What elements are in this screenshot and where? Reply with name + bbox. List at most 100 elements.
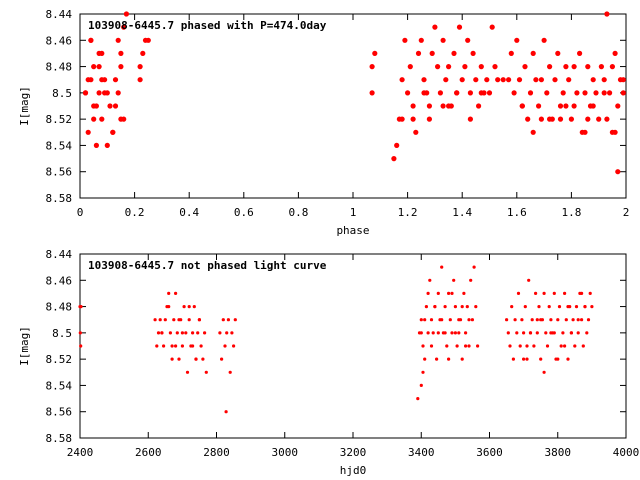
- phased-data-point: [399, 116, 405, 122]
- phased-data-point: [612, 129, 618, 135]
- phased-data-point: [85, 77, 91, 83]
- unphased-x-tick-label: 3000: [272, 446, 299, 459]
- unphased-x-axis: 2400 2600 2800 3000 3200 3400 3600 3800 4000: [67, 254, 639, 459]
- phased-data-point: [538, 77, 545, 83]
- unphased-data-point: [563, 344, 567, 348]
- phased-data-point: [91, 116, 97, 122]
- unphased-data-point: [534, 291, 538, 295]
- unphased-data-point: [528, 331, 533, 335]
- unphased-data-point: [192, 305, 196, 309]
- unphased-data-point: [532, 344, 536, 348]
- unphased-data-point: [542, 370, 546, 374]
- phased-data-point: [514, 37, 520, 43]
- phased-data-point: [508, 50, 514, 57]
- unphased-data-point: [233, 318, 237, 322]
- phased-data-point: [568, 116, 575, 122]
- phased-y-tick-label: 8.54: [46, 139, 73, 152]
- phased-data-point: [402, 37, 408, 43]
- phased-data-point: [96, 64, 102, 70]
- unphased-data-point: [423, 357, 427, 361]
- phased-data-point: [107, 103, 113, 109]
- unphased-data-point: [436, 331, 440, 335]
- unphased-data-point: [180, 331, 184, 335]
- unphased-data-point: [530, 318, 534, 322]
- unphased-data-point: [187, 318, 191, 322]
- unphased-data-point: [544, 331, 548, 335]
- unphased-data-point: [435, 357, 439, 361]
- phased-data-point: [85, 129, 91, 135]
- unphased-data-point: [552, 331, 556, 335]
- unphased-data-point: [224, 410, 228, 414]
- unphased-chart-title: 103908-6445.7 not phased light curve: [88, 259, 327, 272]
- unphased-data-point: [520, 318, 524, 322]
- unphased-data-point: [580, 291, 584, 295]
- unphased-data-point: [557, 305, 562, 309]
- phased-data-point: [118, 64, 124, 70]
- unphased-y-axis: 8.44 8.46 8.48 8.5 8.52 8.54 8.56 8.58: [46, 248, 626, 445]
- phased-data-point: [446, 64, 452, 70]
- phased-data-point: [426, 116, 432, 122]
- phased-data-point: [609, 64, 616, 70]
- phased-data-point: [612, 50, 618, 57]
- phased-x-tick-label: 1: [350, 206, 357, 219]
- unphased-data-point: [221, 318, 225, 322]
- unphased-data-point: [462, 291, 466, 295]
- phased-data-point: [443, 77, 449, 83]
- phased-data-point: [598, 64, 605, 70]
- unphased-data-point: [175, 331, 179, 335]
- unphased-data-point: [515, 331, 519, 335]
- phased-data-point: [426, 103, 432, 109]
- unphased-data-point: [457, 318, 461, 322]
- phased-x-tick-label: 1.4: [452, 206, 472, 219]
- phased-data-point: [571, 64, 577, 70]
- unphased-data-point: [174, 344, 178, 348]
- phased-y-axis: 8.44 8.46 8.48 8.5 8.52 8.54 8.56 8.58: [46, 8, 626, 205]
- phased-data-point: [506, 77, 512, 83]
- unphased-data-point: [182, 305, 186, 309]
- unphased-y-tick-label: 8.5: [52, 327, 72, 340]
- phased-data-point: [429, 50, 435, 57]
- unphased-data-point: [428, 278, 432, 282]
- phased-data-point: [484, 77, 490, 83]
- phased-data-point: [91, 64, 97, 70]
- unphased-x-tick-label: 3600: [476, 446, 503, 459]
- phased-data-point: [601, 90, 607, 96]
- unphased-data-point: [467, 318, 471, 322]
- phased-data-point: [437, 90, 443, 96]
- phased-data-point: [476, 103, 482, 109]
- phased-data-point: [470, 50, 476, 57]
- unphased-data-point: [510, 305, 514, 309]
- unphased-data-point: [508, 344, 512, 348]
- unphased-data-point: [566, 357, 570, 361]
- unphased-data-point: [416, 397, 420, 401]
- phased-data-point: [557, 116, 564, 122]
- phased-data-point: [519, 103, 525, 109]
- unphased-data-point: [450, 331, 454, 335]
- unphased-data-point: [573, 344, 577, 348]
- unphased-data-point: [561, 331, 565, 335]
- unphased-data-point: [539, 318, 543, 322]
- unphased-data-point: [191, 344, 195, 348]
- unphased-y-tick-label: 8.58: [46, 432, 73, 445]
- unphased-y-tick-label: 8.44: [46, 248, 73, 261]
- unphased-data-point: [196, 331, 200, 335]
- phased-data-point: [585, 116, 591, 122]
- phased-data-point: [104, 142, 110, 148]
- unphased-data-point: [472, 265, 476, 269]
- unphased-y-tick-label: 8.56: [46, 406, 73, 419]
- phased-data-point: [530, 50, 536, 57]
- phased-data-point: [405, 90, 411, 96]
- phased-data-point: [369, 90, 375, 96]
- phased-data-point: [620, 77, 626, 83]
- unphased-data-point: [204, 370, 208, 374]
- unphased-data-point: [197, 318, 201, 322]
- unphased-data-point: [465, 305, 469, 309]
- unphased-data-point: [522, 357, 526, 361]
- unphased-data-point: [590, 305, 594, 309]
- unphased-data-point: [445, 344, 449, 348]
- unphased-data-point: [440, 265, 444, 269]
- phased-data-point: [596, 116, 602, 122]
- unphased-data-point: [201, 357, 205, 361]
- phased-data-point: [446, 103, 452, 109]
